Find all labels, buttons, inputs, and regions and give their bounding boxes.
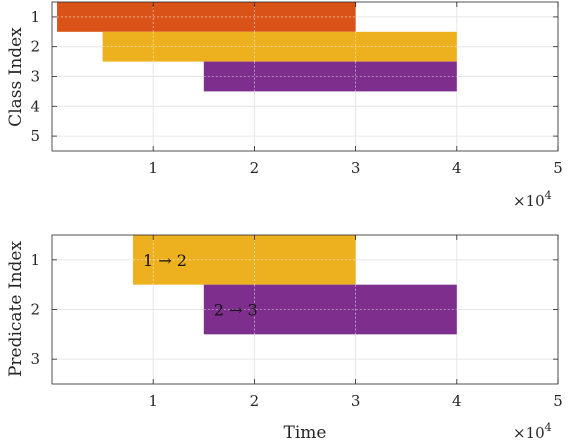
class-y-tick-label: 3	[30, 68, 40, 86]
predicate-bar-row-2	[203, 284, 457, 335]
predicate-x-tick-label: 2	[250, 392, 260, 410]
predicate-index-panel: 1 → 2 2 → 3 1 2 3 4 5 1 2 3 Predicate Index Time…	[6, 234, 563, 443]
predicate-bars: 1 → 2 2 → 3	[132, 235, 457, 335]
class-index-panel: 1 2 3 4 5 1 2 3 4 5 Class Index ×104	[6, 1, 563, 210]
class-bar-row-3	[203, 61, 457, 92]
predicate-x-tick-label: 4	[452, 392, 462, 410]
predicate-x-tick-label: 5	[553, 392, 563, 410]
predicate-y-tick-label: 2	[30, 301, 40, 319]
predicate-x-tick-label: 1	[148, 392, 158, 410]
predicate-bar-label: 2 → 3	[214, 301, 258, 320]
predicate-y-tick-label: 3	[30, 350, 40, 368]
class-x-multiplier: ×104	[513, 189, 552, 210]
class-y-tick-label: 1	[30, 8, 40, 26]
x-axis-label: Time	[284, 423, 327, 443]
class-bars	[57, 2, 457, 92]
predicate-ticks: 1 2 3 4 5 1 2 3	[30, 235, 563, 410]
class-x-tick-label: 1	[148, 159, 158, 177]
predicate-x-multiplier: ×104	[513, 421, 552, 442]
class-x-tick-label: 4	[452, 159, 462, 177]
class-x-tick-label: 2	[250, 159, 260, 177]
class-y-tick-label: 4	[30, 97, 40, 115]
class-y-tick-label: 5	[30, 127, 40, 145]
predicate-x-tick-label: 3	[351, 392, 361, 410]
class-y-tick-label: 2	[30, 38, 40, 56]
class-y-axis-label: Class Index	[6, 27, 26, 127]
predicate-bar-label: 1 → 2	[143, 251, 187, 270]
class-x-tick-label: 5	[553, 159, 563, 177]
class-x-tick-label: 3	[351, 159, 361, 177]
class-ticks: 1 2 3 4 5 1 2 3 4 5	[30, 2, 563, 177]
predicate-y-axis-label: Predicate Index	[6, 241, 26, 378]
predicate-y-tick-label: 1	[30, 251, 40, 269]
